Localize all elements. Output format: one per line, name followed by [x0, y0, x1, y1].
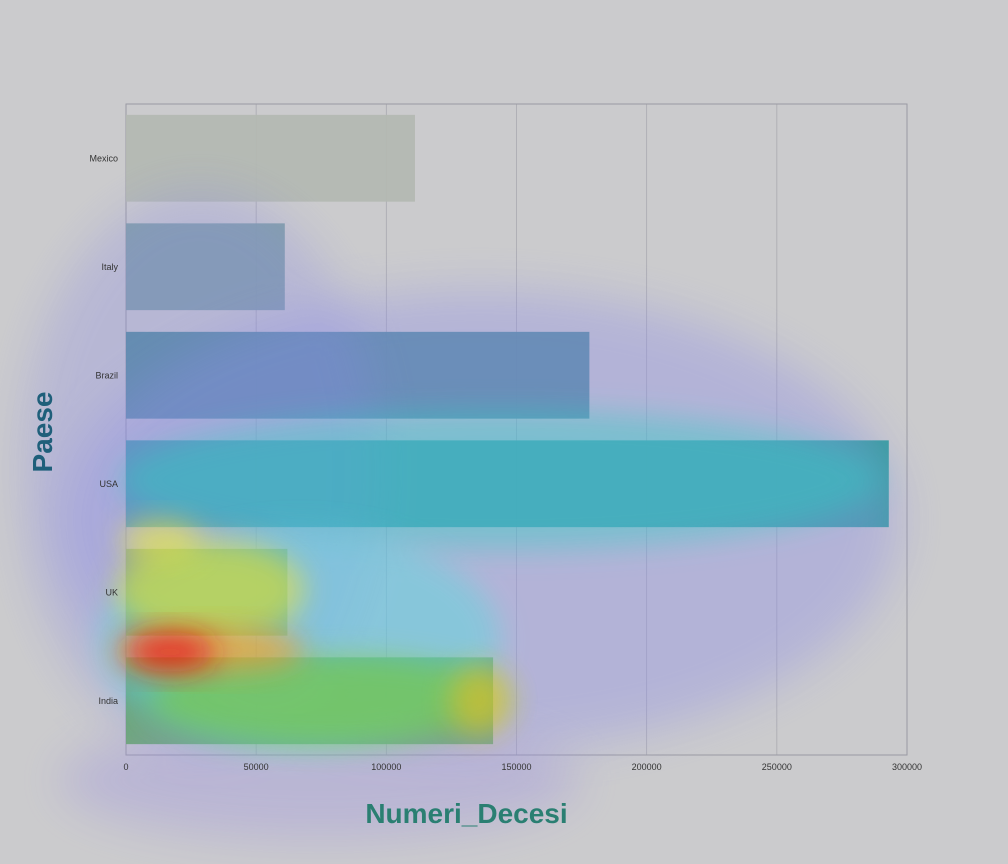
y-tick-label-italy: Italy — [101, 262, 118, 272]
y-tick-label-brazil: Brazil — [95, 370, 118, 380]
heat-blob-3 — [120, 410, 880, 550]
heat-blob-7 — [450, 665, 510, 735]
y-tick-labels: Mexico Italy Brazil USA UK India — [89, 153, 118, 706]
x-tick-label-6: 300000 — [892, 762, 922, 772]
x-tick-label-2: 100000 — [371, 762, 401, 772]
x-axis-title: Numeri_Decesi — [365, 798, 567, 829]
heat-blob-5 — [150, 655, 510, 745]
bar-mexico — [126, 114, 415, 202]
x-tick-label-1: 50000 — [244, 762, 269, 772]
heat-blob-6 — [115, 540, 305, 640]
y-tick-label-india: India — [98, 696, 118, 706]
x-tick-labels: 0 50000 100000 150000 200000 250000 300000 — [123, 762, 922, 772]
y-tick-label-mexico: Mexico — [89, 153, 118, 163]
y-axis-title: Paese — [27, 392, 58, 473]
heat-blob-10 — [125, 632, 215, 672]
x-tick-label-0: 0 — [123, 762, 128, 772]
heatmap-overlay — [20, 190, 900, 840]
x-tick-label-3: 150000 — [501, 762, 531, 772]
x-tick-label-4: 200000 — [632, 762, 662, 772]
y-tick-label-usa: USA — [99, 479, 118, 489]
heat-blob-8 — [120, 520, 200, 560]
x-tick-label-5: 250000 — [762, 762, 792, 772]
heat-blob-2 — [60, 720, 580, 840]
y-tick-label-uk: UK — [105, 587, 118, 597]
